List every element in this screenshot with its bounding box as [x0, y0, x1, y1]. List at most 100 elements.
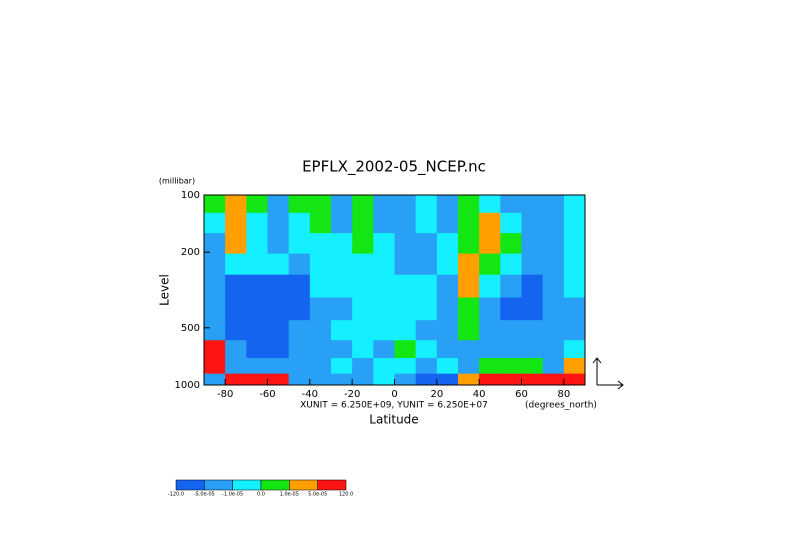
cell — [352, 320, 374, 341]
cell — [246, 358, 268, 375]
cell — [458, 233, 480, 255]
cell — [500, 297, 522, 321]
cell — [352, 297, 374, 321]
cell — [373, 274, 395, 299]
cell — [373, 253, 395, 276]
cell — [267, 253, 290, 276]
cell — [309, 373, 332, 386]
cell — [204, 320, 226, 341]
cell — [373, 195, 395, 214]
cell — [436, 340, 459, 359]
cell — [288, 233, 311, 255]
colorbar-label: -120.0 — [168, 492, 184, 498]
cell — [331, 358, 353, 375]
cell — [479, 358, 501, 375]
cell — [352, 358, 374, 375]
cell — [267, 274, 290, 299]
cell — [352, 274, 374, 299]
colorbar-label: 0.0 — [257, 492, 265, 498]
cell — [563, 195, 586, 214]
cell — [563, 253, 586, 276]
cell — [225, 274, 247, 299]
cell — [309, 340, 332, 359]
cell — [521, 358, 544, 375]
cell — [521, 373, 544, 386]
cell — [563, 297, 586, 321]
cell — [415, 195, 438, 214]
cell — [436, 253, 459, 276]
cell — [479, 320, 501, 341]
cell — [415, 373, 438, 386]
cell — [394, 212, 417, 234]
cell — [394, 297, 417, 321]
cell — [309, 253, 332, 276]
cell — [288, 358, 311, 375]
cell — [309, 358, 332, 375]
cell — [394, 253, 417, 276]
colorbar-box — [289, 479, 318, 491]
x-tick-label: 40 — [473, 389, 486, 400]
colorbar-label: 120.0 — [339, 492, 353, 498]
cell — [458, 212, 480, 234]
y-units: (millibar) — [159, 177, 195, 186]
reference-vector — [592, 357, 624, 390]
cell — [563, 233, 586, 255]
colorbar-label: -1.0e-05 — [222, 492, 243, 498]
cell — [394, 195, 417, 214]
cell — [309, 195, 332, 214]
cell — [352, 212, 374, 234]
cell — [246, 212, 268, 234]
cell — [309, 233, 332, 255]
cell — [542, 320, 565, 341]
cell — [563, 358, 586, 375]
cell — [352, 195, 374, 214]
cell — [436, 358, 459, 375]
x-tick-label: -80 — [217, 389, 233, 400]
cell — [267, 373, 290, 386]
x-units: (degrees_north) — [525, 401, 597, 411]
cell — [479, 297, 501, 321]
cell — [288, 297, 311, 321]
cell — [415, 274, 438, 299]
cell — [542, 373, 565, 386]
cell — [415, 340, 438, 359]
y-tick-label: 1000 — [175, 380, 200, 391]
cell — [267, 195, 290, 214]
cell — [479, 233, 501, 255]
cell — [394, 233, 417, 255]
cell — [521, 233, 544, 255]
cell — [479, 212, 501, 234]
cell — [204, 253, 226, 276]
cell — [373, 358, 395, 375]
cell — [542, 297, 565, 321]
cell — [267, 212, 290, 234]
colorbar-box — [175, 479, 205, 491]
y-axis-label: Level — [158, 274, 172, 306]
cell — [458, 274, 480, 299]
cell — [500, 373, 522, 386]
cell — [521, 212, 544, 234]
cell — [373, 297, 395, 321]
cell — [563, 340, 586, 359]
cell — [309, 274, 332, 299]
cell — [204, 358, 226, 375]
cell — [542, 340, 565, 359]
cell — [436, 320, 459, 341]
y-tick-label: 100 — [181, 190, 200, 201]
cell — [500, 233, 522, 255]
cell — [479, 340, 501, 359]
cell — [225, 358, 247, 375]
cell — [246, 274, 268, 299]
cell — [246, 297, 268, 321]
cell — [225, 233, 247, 255]
cell — [309, 212, 332, 234]
cell — [373, 340, 395, 359]
x-tick-label: 0 — [391, 389, 397, 400]
cell — [288, 373, 311, 386]
cell — [500, 274, 522, 299]
cell — [563, 274, 586, 299]
x-tick-label: -20 — [344, 389, 360, 400]
colorbar-box — [204, 479, 233, 491]
